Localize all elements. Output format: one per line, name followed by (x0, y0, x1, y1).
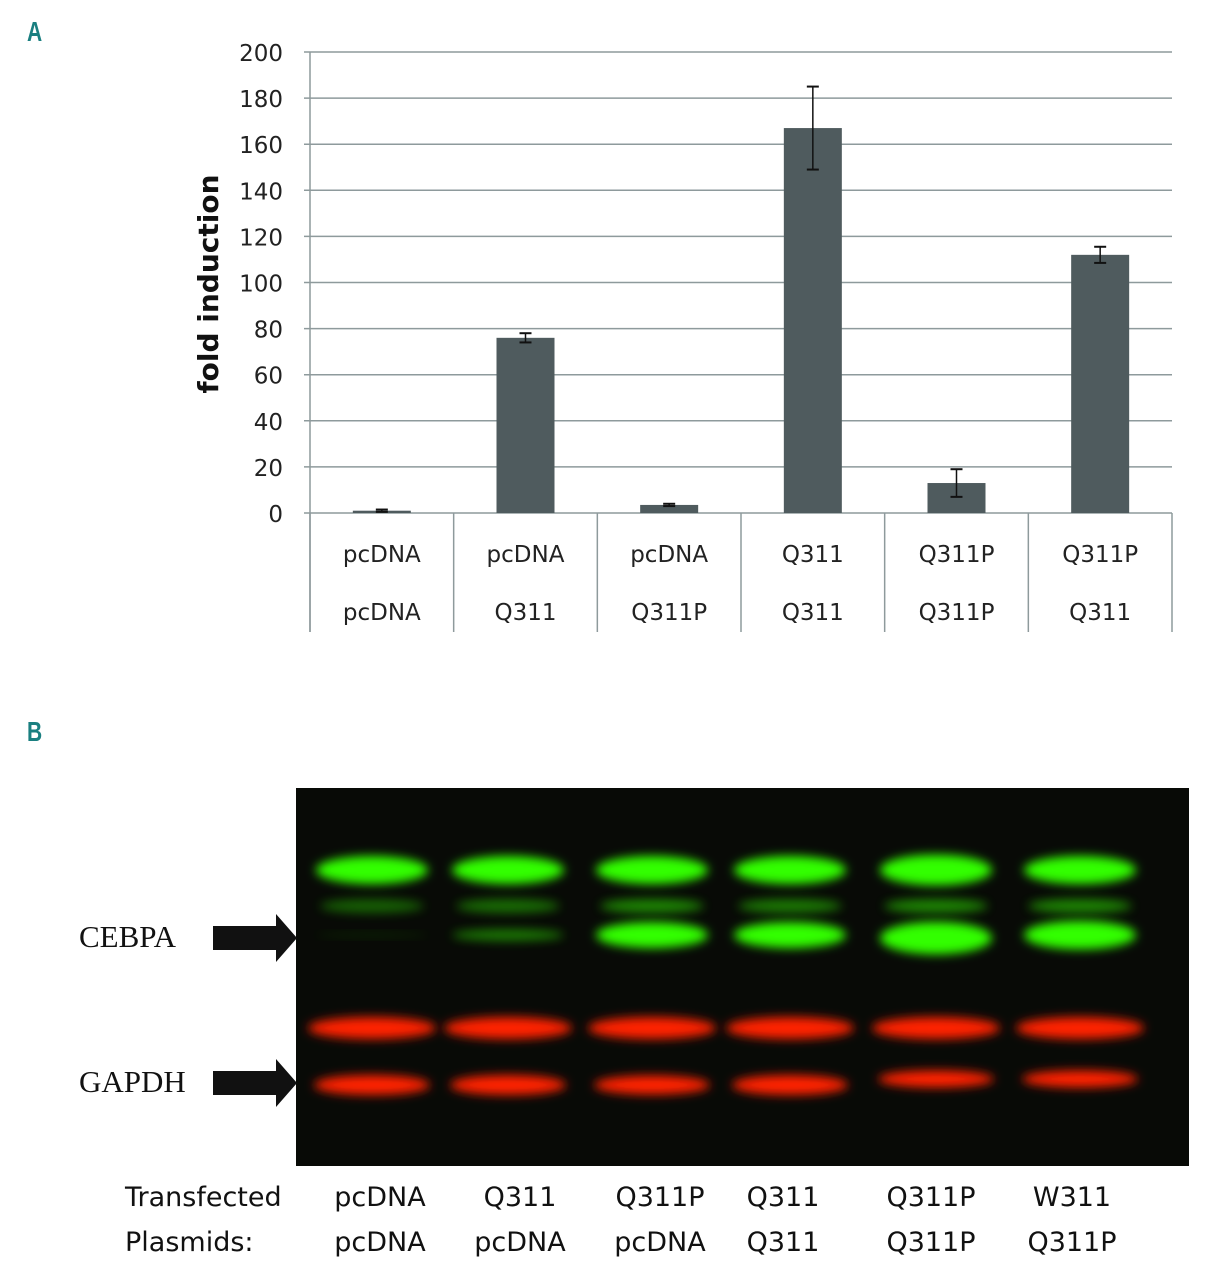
band-gapdh (450, 1075, 566, 1095)
category-label: pcDNA (343, 542, 421, 568)
band-upper-green (316, 856, 428, 884)
category-label: Q311P (1062, 542, 1138, 568)
y-tick-label: 40 (254, 410, 283, 436)
bars (352, 128, 1130, 513)
lane-label: Q311P (1027, 1227, 1117, 1258)
band-red-upper (444, 1017, 572, 1039)
gridlines (304, 51, 1173, 632)
panel-label-b: B (27, 716, 43, 747)
lane-label: Q311P (886, 1182, 976, 1213)
lane-label: pcDNA (334, 1182, 426, 1213)
gapdh-arrow-icon (213, 1059, 297, 1107)
band-upper-green (1024, 856, 1136, 884)
y-tick-label: 200 (239, 41, 283, 67)
category-label: Q311 (494, 600, 556, 626)
band-cebpa (880, 921, 992, 955)
y-axis-label: fold induction (192, 174, 225, 393)
band-upper-green (596, 856, 708, 884)
row-header-plasmids: Plasmids: (125, 1227, 254, 1258)
band-gapdh (732, 1075, 848, 1095)
y-tick-label: 140 (239, 179, 283, 205)
x-category-labels: pcDNA pcDNA pcDNA Q311 pcDNA Q311P Q311 Q311 Q31… (343, 542, 1138, 626)
band-red-upper (1016, 1017, 1144, 1039)
cebpa-label: CEBPA (79, 919, 177, 954)
y-tick-label: 20 (254, 456, 283, 482)
row-header-transfected: Transfected (125, 1182, 282, 1213)
lane-label: Q311 (746, 1227, 820, 1258)
band-cebpa (596, 922, 708, 948)
bar (783, 128, 842, 513)
bar (496, 337, 555, 513)
band-cebpa (452, 929, 564, 941)
category-label: pcDNA (343, 600, 421, 626)
category-label: Q311P (631, 600, 707, 626)
lane-label: pcDNA (474, 1227, 566, 1258)
y-tick-label: 100 (239, 272, 283, 298)
category-label: Q311 (1069, 600, 1131, 626)
lane-label: Q311 (483, 1182, 557, 1213)
band-upper-green (880, 854, 992, 886)
band-mid-green (884, 899, 988, 913)
band-upper-green (734, 856, 846, 884)
y-tick-label: 80 (254, 318, 283, 344)
band-red-upper (308, 1017, 436, 1039)
category-label: pcDNA (487, 542, 565, 568)
y-tick-label: 180 (239, 87, 283, 113)
band-gapdh (878, 1070, 994, 1088)
error-bars (375, 85, 1107, 513)
blot-bands (308, 854, 1144, 1095)
band-red-upper (872, 1017, 1000, 1039)
category-label: Q311P (919, 600, 995, 626)
band-cebpa (316, 933, 428, 937)
lane-label: W311 (1032, 1182, 1112, 1213)
lane-label: Q311P (886, 1227, 976, 1258)
y-tick-label: 0 (268, 502, 283, 528)
bar (640, 504, 699, 513)
band-mid-green (738, 899, 842, 913)
band-cebpa (1024, 920, 1136, 950)
lane-label: Q311 (746, 1182, 820, 1213)
band-mid-green (456, 899, 560, 913)
band-gapdh (594, 1075, 710, 1095)
band-gapdh (314, 1075, 430, 1095)
band-mid-green (320, 899, 424, 913)
band-cebpa (734, 922, 846, 948)
band-upper-green (452, 856, 564, 884)
band-red-upper (588, 1017, 716, 1039)
y-tick-label: 60 (254, 364, 283, 390)
y-tick-labels: 0 20 40 60 80 100 120 140 160 180 200 (239, 41, 283, 528)
band-red-upper (726, 1017, 854, 1039)
lane-label: pcDNA (614, 1227, 706, 1258)
category-label: Q311P (919, 542, 995, 568)
lane-label: pcDNA (334, 1227, 426, 1258)
y-tick-label: 120 (239, 225, 283, 251)
y-tick-label: 160 (239, 133, 283, 159)
lane-label: Q311P (615, 1182, 705, 1213)
gapdh-label: GAPDH (79, 1064, 186, 1099)
band-mid-green (1028, 899, 1132, 913)
category-label: Q311 (782, 542, 844, 568)
band-mid-green (600, 899, 704, 913)
bar (1071, 254, 1130, 513)
cebpa-arrow-icon (213, 914, 297, 962)
band-gapdh (1022, 1070, 1138, 1088)
panel-label-a: A (27, 16, 43, 47)
category-label: pcDNA (630, 542, 708, 568)
category-label: Q311 (782, 600, 844, 626)
blot-membrane (296, 788, 1189, 1166)
